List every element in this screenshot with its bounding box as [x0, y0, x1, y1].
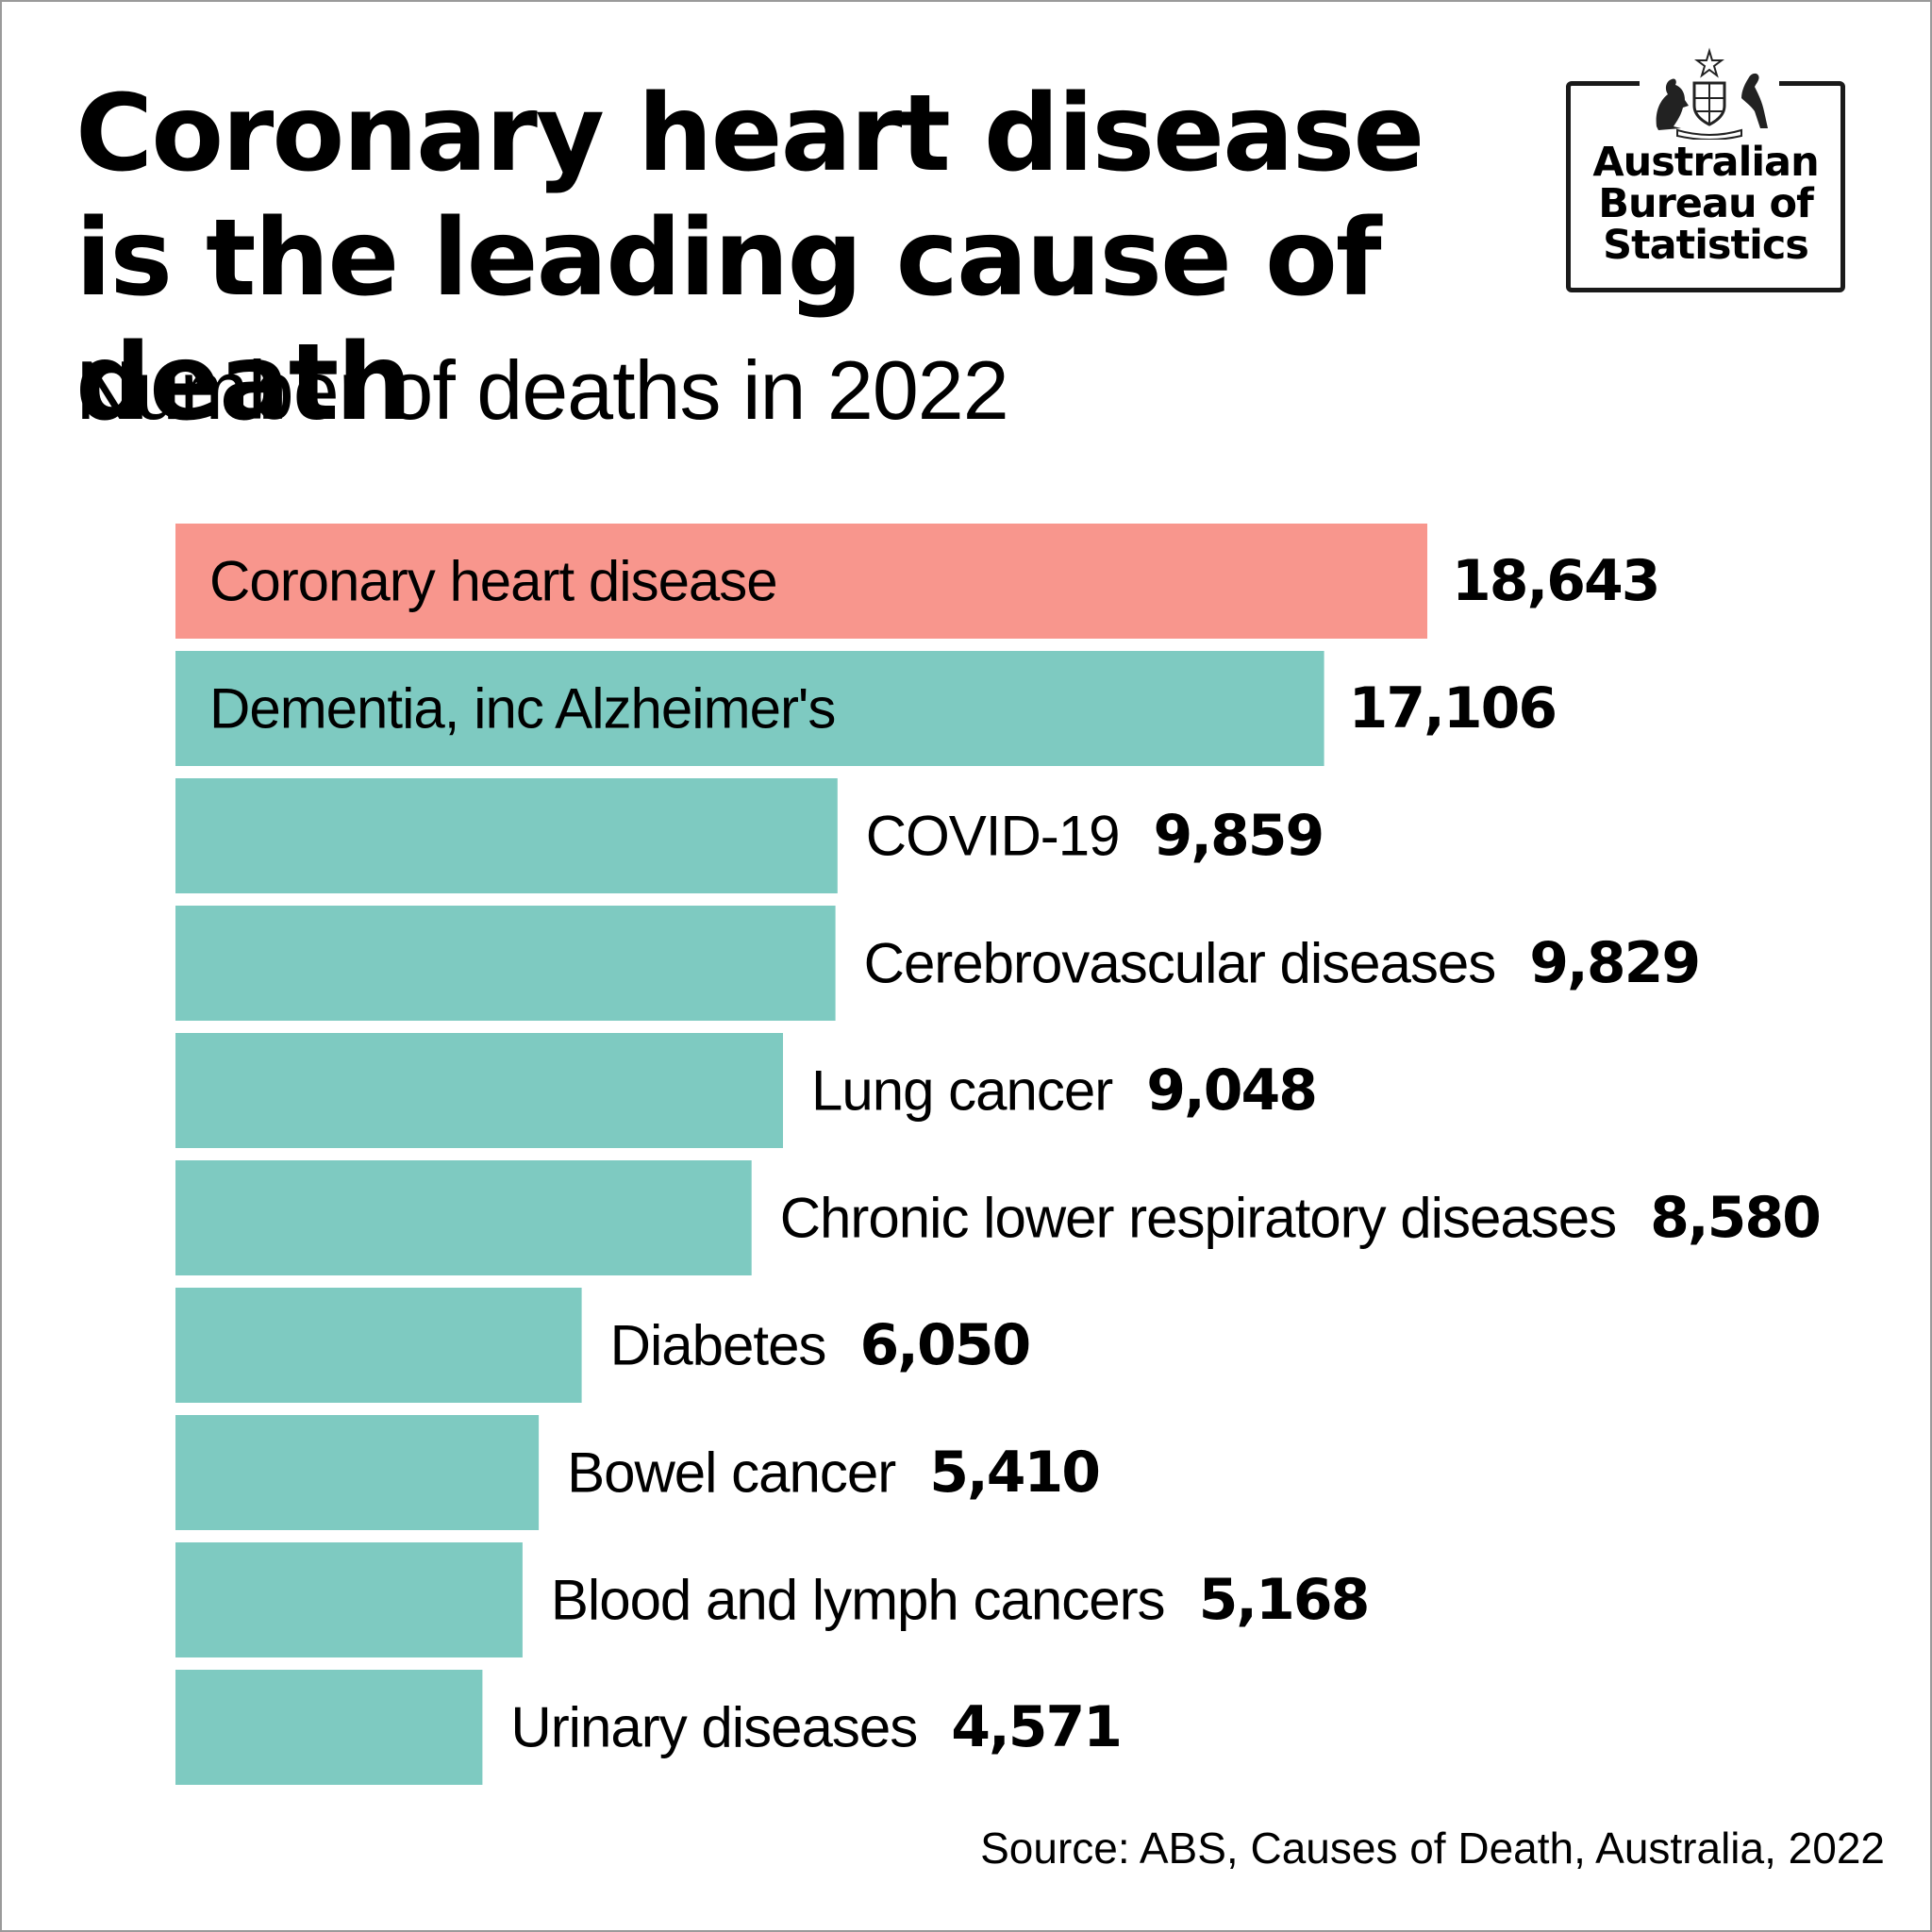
chart-title: Coronary heart disease is the leading ca…: [75, 73, 1424, 444]
logo-line-2: Bureau of: [1598, 180, 1814, 227]
value-label-bowel-cancer: 5,410: [929, 1440, 1099, 1506]
bar-cerebrovascular-diseases: [175, 906, 836, 1021]
category-label-cerebrovascular-diseases: Cerebrovascular diseases: [864, 932, 1496, 995]
category-label-coronary-heart-disease: Coronary heart disease: [209, 550, 777, 613]
category-label-diabetes: Diabetes: [610, 1314, 826, 1377]
category-label-covid-19: COVID-19: [866, 805, 1120, 868]
value-label-blood-and-lymph-cancers: 5,168: [1199, 1567, 1369, 1633]
category-label-blood-and-lymph-cancers: Blood and lymph cancers: [551, 1569, 1165, 1632]
chart-subtitle: Number of deaths in 2022: [75, 343, 1009, 437]
value-label-chronic-lower-respiratory-diseases: 8,580: [1650, 1185, 1820, 1251]
abs-logo: Australian Bureau of Statistics: [1566, 45, 1853, 300]
value-label-diabetes: 6,050: [859, 1312, 1029, 1378]
logo-line-3: Statistics: [1603, 222, 1809, 269]
bar-urinary-diseases: [175, 1670, 483, 1785]
category-label-bowel-cancer: Bowel cancer: [567, 1441, 895, 1505]
coat-of-arms-icon: [1640, 45, 1779, 141]
bar-coronary-heart-disease: [175, 524, 1427, 639]
bar-chronic-lower-respiratory-diseases: [175, 1160, 752, 1275]
source-note: Source: ABS, Causes of Death, Australia,…: [980, 1824, 1885, 1873]
bar-dementia-inc-alzheimer-s: [175, 651, 1324, 766]
bar-covid-19: [175, 778, 838, 893]
value-label-urinary-diseases: 4,571: [951, 1694, 1121, 1760]
value-label-dementia-inc-alzheimer-s: 17,106: [1349, 675, 1557, 741]
bar-bowel-cancer: [175, 1415, 540, 1530]
bar-blood-and-lymph-cancers: [175, 1542, 523, 1657]
category-label-lung-cancer: Lung cancer: [811, 1059, 1112, 1123]
value-label-lung-cancer: 9,048: [1146, 1058, 1316, 1124]
category-label-dementia-inc-alzheimer-s: Dementia, inc Alzheimer's: [209, 677, 835, 741]
category-label-chronic-lower-respiratory-diseases: Chronic lower respiratory diseases: [780, 1187, 1616, 1250]
logo-line-1: Australian: [1592, 139, 1819, 186]
value-label-cerebrovascular-diseases: 9,829: [1529, 930, 1699, 996]
bar-lung-cancer: [175, 1033, 783, 1148]
value-label-coronary-heart-disease: 18,643: [1452, 548, 1659, 614]
category-label-urinary-diseases: Urinary diseases: [510, 1696, 917, 1759]
value-label-covid-19: 9,859: [1154, 803, 1324, 869]
logo-wordmark: Australian Bureau of Statistics: [1566, 142, 1845, 266]
bar-diabetes: [175, 1288, 582, 1403]
